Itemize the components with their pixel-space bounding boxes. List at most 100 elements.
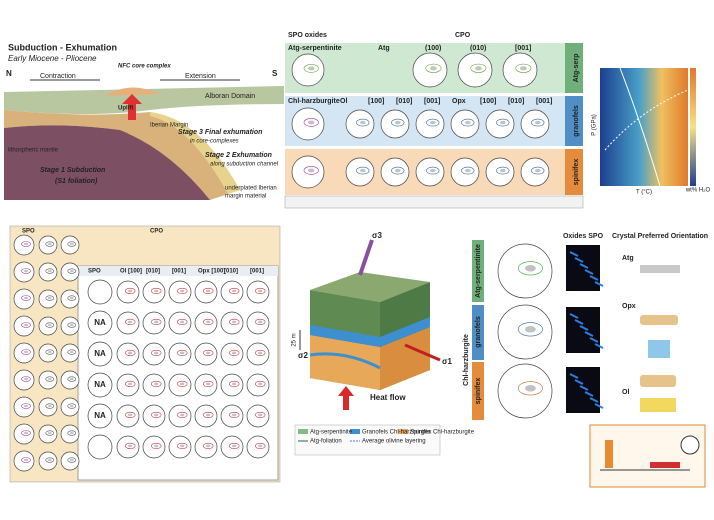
density-contour [67, 403, 77, 409]
stereonet [60, 397, 80, 417]
label: 25 m [292, 333, 298, 346]
density-contour [176, 287, 188, 294]
density-contour [206, 289, 211, 293]
density-contour [254, 380, 266, 387]
isopleth [604, 89, 689, 151]
crust [4, 110, 240, 200]
label: Uplift [118, 106, 133, 112]
sigma3-arrow [358, 239, 374, 276]
density-contour [254, 349, 266, 356]
density-contour [258, 289, 263, 293]
density-contour [48, 324, 52, 327]
density-contour [67, 376, 77, 382]
density-contour [70, 297, 74, 300]
heat-arrow [338, 386, 354, 410]
stereonet [220, 311, 244, 335]
label: (S1 foliation) [55, 178, 98, 185]
stereonet [497, 363, 553, 419]
stereonet [246, 435, 270, 459]
density-contour [150, 411, 162, 418]
stereonet [38, 316, 58, 336]
stereonet [194, 342, 218, 366]
stereonet [220, 342, 244, 366]
density-contour [360, 120, 366, 125]
density-contour [70, 378, 74, 381]
density-contour [24, 377, 28, 381]
label: Alboran Domain [205, 93, 255, 100]
label: N [6, 69, 12, 78]
stereonet [497, 304, 553, 360]
density-contour [228, 287, 240, 294]
label: S [272, 69, 278, 78]
density-contour [254, 287, 266, 294]
column-header: [010] [396, 98, 412, 105]
stereonet [497, 243, 553, 299]
density-contour [154, 289, 159, 293]
sketch-bar [650, 462, 680, 468]
density-contour [517, 261, 543, 276]
density-contour [21, 430, 31, 436]
oxide-grain [579, 263, 589, 269]
stereonet [220, 373, 244, 397]
stereonet [38, 397, 58, 417]
density-contour [461, 118, 475, 127]
stereonet [38, 235, 58, 255]
oxide-grain [574, 257, 584, 263]
legend-strip [284, 195, 584, 209]
density-contour [24, 404, 28, 408]
density-contour [180, 320, 185, 324]
density-contour [176, 318, 188, 325]
density-contour [180, 289, 185, 293]
stereonet [194, 435, 218, 459]
density-contour [308, 120, 315, 125]
density-contour [232, 289, 237, 293]
stereonet [520, 157, 550, 187]
spinifex-layer [380, 327, 430, 390]
density-contour [48, 432, 52, 435]
label: along subduction channel [210, 162, 279, 168]
stereonet [380, 157, 410, 187]
column-header: Opx [452, 98, 466, 105]
density-contour [70, 405, 74, 408]
column-header: [001] [250, 269, 264, 275]
crystal [640, 265, 680, 273]
stereonet [38, 424, 58, 444]
density-contour [535, 168, 541, 173]
stereonet [457, 52, 493, 88]
core-complex [105, 87, 160, 96]
stereonet [220, 435, 244, 459]
density-contour [531, 166, 545, 175]
stereonet [194, 404, 218, 428]
stereonet [345, 157, 375, 187]
subtitle: Early Miocene - Pliocene [8, 54, 97, 63]
density-contour [525, 265, 536, 272]
density-contour [45, 241, 55, 247]
density-contour [70, 243, 74, 246]
stereonet [194, 311, 218, 335]
stereonet [142, 311, 166, 335]
density-contour [356, 166, 370, 175]
stereonet [13, 261, 35, 283]
density-contour [150, 318, 162, 325]
density-contour [496, 166, 510, 175]
stereonet [220, 404, 244, 428]
stereonet [168, 435, 192, 459]
stereonet [142, 435, 166, 459]
stereonet [38, 451, 58, 471]
stereonet [13, 234, 35, 256]
label: underplated Iberian [225, 186, 277, 192]
stereonet [13, 423, 35, 445]
stereonet [291, 107, 325, 141]
density-contour [21, 241, 31, 247]
oxide-grain [584, 269, 594, 275]
oxide-grain [594, 343, 604, 349]
headers: Ol [100] [010] [001] Opx [100][010] [001] [120, 269, 264, 275]
density-contour [70, 459, 74, 462]
oxide-grain [589, 275, 599, 281]
density-contour [24, 296, 28, 300]
stereonet [415, 109, 445, 139]
oxide-grain [569, 251, 579, 257]
layout [4, 36, 706, 488]
density-contour [45, 457, 55, 463]
headers: Atg (100) (010) [001] Ol [100] [010] [001] Opx [1… [340, 45, 552, 105]
